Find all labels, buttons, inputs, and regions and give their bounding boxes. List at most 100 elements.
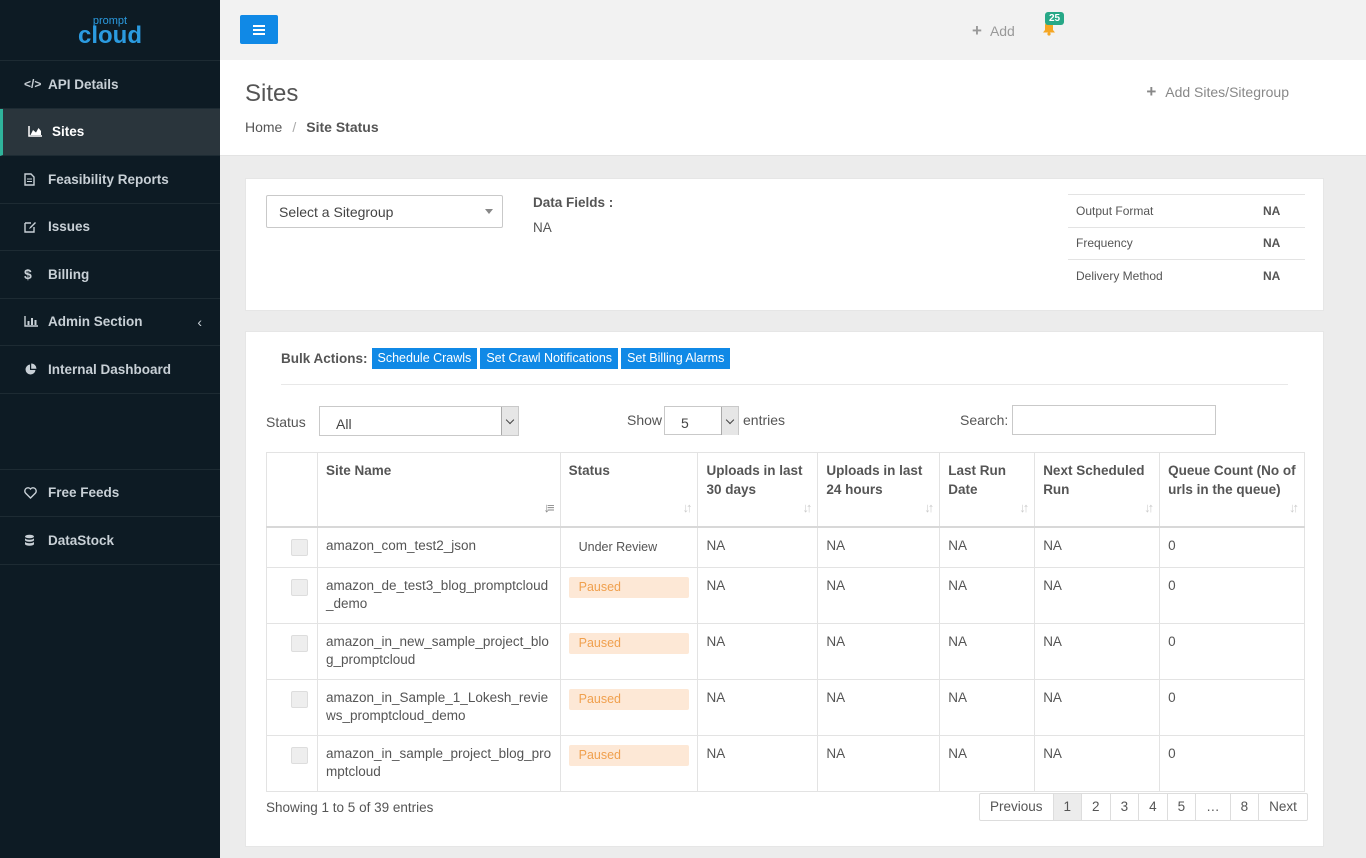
row-select-cell (266, 566, 318, 624)
row-select-cell (266, 734, 318, 792)
column-header-label: Next Scheduled Run (1043, 463, 1145, 497)
row-checkbox[interactable] (291, 746, 308, 764)
sidebar-item-api-details[interactable]: </> API Details (0, 61, 220, 109)
column-header-uploads-30-days[interactable]: Uploads in last 30 days ↓↑ (697, 452, 819, 528)
column-header-label: Site Name (325, 463, 392, 478)
info-label: Output Format (1068, 194, 1255, 227)
table-row[interactable]: amazon_com_test2_json Under Review NA NA NA N… (266, 526, 1305, 568)
pagination-page[interactable]: 2 (1081, 794, 1110, 820)
status-filter-label: Status (266, 414, 306, 430)
sites-table-body: amazon_com_test2_json Under Review NA NA NA N… (266, 526, 1305, 792)
column-header-next-scheduled-run[interactable]: Next Scheduled Run ↓↑ (1034, 452, 1161, 528)
svg-text:cloud: cloud (78, 22, 142, 47)
pagination-previous[interactable]: Previous (990, 799, 1043, 814)
site-name-cell[interactable]: amazon_in_sample_project_blog_promptclou… (316, 734, 561, 792)
queue-count-cell: 0 (1159, 526, 1305, 568)
status-badge: Paused (568, 744, 690, 766)
sitegroup-select[interactable]: Select a Sitegroup (266, 195, 503, 228)
next-run-cell: NA (1034, 526, 1161, 568)
pagination-page[interactable]: 5 (1166, 794, 1196, 820)
queue-count-cell: 0 (1159, 678, 1305, 736)
site-name-cell[interactable]: amazon_in_Sample_1_Lokesh_reviews_prompt… (316, 678, 561, 736)
sort-icon: ↓↑ (924, 500, 934, 515)
sort-desc-icon: ↓≡ (543, 500, 555, 515)
sidebar-item-label: Sites (52, 124, 85, 140)
sidebar-item-label: Feasibility Reports (48, 171, 169, 187)
last-run-cell: NA (939, 622, 1036, 680)
table-row[interactable]: amazon_de_test3_blog_promptcloud_demo Pau… (266, 566, 1305, 624)
status-badge: Paused (568, 576, 690, 598)
pagination-page: … (1195, 794, 1230, 820)
next-run-cell: NA (1034, 734, 1161, 792)
info-row: Frequency NA (1068, 226, 1305, 260)
pagination-page[interactable]: 1 (1052, 794, 1082, 820)
schedule-crawls-button[interactable]: Schedule Crawls (371, 348, 478, 369)
heart-icon (24, 486, 44, 499)
status-cell: Paused (559, 678, 699, 736)
table-row[interactable]: amazon_in_sample_project_blog_promptclou… (266, 734, 1305, 792)
dollar-icon: $ (24, 266, 32, 283)
column-header-uploads-24-hours[interactable]: Uploads in last 24 hours ↓↑ (817, 452, 941, 528)
sidebar-item-sites[interactable]: Sites (0, 108, 220, 156)
column-header-queue-count[interactable]: Queue Count (No of urls in the queue) ↓↑ (1159, 452, 1305, 528)
status-cell: Paused (559, 566, 699, 624)
column-header-label: Last Run Date (948, 463, 1007, 497)
add-button[interactable]: + Add (972, 21, 1015, 41)
data-fields-value: NA (533, 220, 552, 235)
row-checkbox[interactable] (291, 538, 308, 556)
row-checkbox[interactable] (291, 690, 308, 708)
topbar: + Add 25 (220, 0, 1366, 60)
info-value: NA (1255, 226, 1305, 260)
search-label: Search: (960, 412, 1009, 428)
sidebar-item-admin-section[interactable]: Admin Section ‹ (0, 299, 220, 346)
sidebar-item-internal-dashboard[interactable]: Internal Dashboard (0, 346, 220, 394)
entries-label: entries (743, 412, 786, 428)
status-badge: Under Review (578, 539, 658, 554)
status-filter-select[interactable]: All (319, 406, 519, 436)
breadcrumb-home[interactable]: Home (245, 119, 283, 135)
table-row[interactable]: amazon_in_Sample_1_Lokesh_reviews_prompt… (266, 678, 1305, 736)
menu-toggle-button[interactable] (240, 15, 278, 44)
column-header-status[interactable]: Status ↓↑ (559, 452, 699, 528)
info-label: Delivery Method (1068, 259, 1255, 292)
last-run-cell: NA (939, 678, 1036, 736)
table-row[interactable]: amazon_in_new_sample_project_blog_prompt… (266, 622, 1305, 680)
breadcrumb: Home / Site Status (245, 119, 379, 135)
site-name-cell[interactable]: amazon_com_test2_json (316, 526, 561, 568)
row-checkbox[interactable] (291, 634, 308, 652)
pagination-page[interactable]: 8 (1229, 794, 1259, 820)
info-value: NA (1255, 194, 1305, 227)
site-name-cell[interactable]: amazon_in_new_sample_project_blog_prompt… (316, 622, 561, 680)
promptcloud-logo[interactable]: prompt cloud (0, 0, 220, 60)
set-billing-alarms-button[interactable]: Set Billing Alarms (621, 348, 731, 369)
show-label: Show (627, 412, 663, 428)
sidebar-item-label: Billing (48, 266, 90, 282)
pagination-page[interactable]: 3 (1109, 794, 1139, 820)
pagination-next[interactable]: Next (1258, 794, 1307, 820)
uploads-30-cell: NA (697, 734, 819, 792)
column-header-site-name[interactable]: Site Name ↓≡ (316, 452, 561, 528)
sidebar-item-feasibility-reports[interactable]: Feasibility Reports (0, 156, 220, 204)
add-sites-button[interactable]: + Add Sites/Sitegroup (1146, 82, 1289, 102)
set-crawl-notifications-button[interactable]: Set Crawl Notifications (480, 348, 619, 369)
column-header-label: Status (568, 463, 610, 478)
sidebar-item-issues[interactable]: Issues (0, 204, 220, 251)
database-icon (24, 534, 44, 547)
site-name-cell[interactable]: amazon_de_test3_blog_promptcloud_demo (316, 566, 561, 624)
bulk-actions: Bulk Actions: Schedule Crawls Set Crawl … (281, 348, 733, 369)
sort-icon: ↓↑ (802, 500, 812, 515)
column-header-last-run-date[interactable]: Last Run Date ↓↑ (939, 452, 1036, 528)
sidebar-item-free-feeds[interactable]: Free Feeds (0, 470, 220, 517)
sidebar-item-billing[interactable]: $ Billing (0, 251, 220, 299)
breadcrumb-current: Site Status (306, 119, 379, 135)
pagination-page[interactable]: 4 (1138, 794, 1167, 820)
add-sites-label: Add Sites/Sitegroup (1165, 84, 1289, 100)
caret-down-icon (485, 209, 493, 214)
edit-icon (24, 221, 44, 233)
status-filter-value: All (336, 416, 352, 432)
search-input[interactable] (1012, 405, 1216, 435)
status-badge: Paused (568, 632, 690, 654)
page-length-select[interactable]: 5 (664, 406, 739, 435)
sidebar-item-datastock[interactable]: DataStock (0, 517, 220, 565)
row-checkbox[interactable] (291, 578, 308, 596)
